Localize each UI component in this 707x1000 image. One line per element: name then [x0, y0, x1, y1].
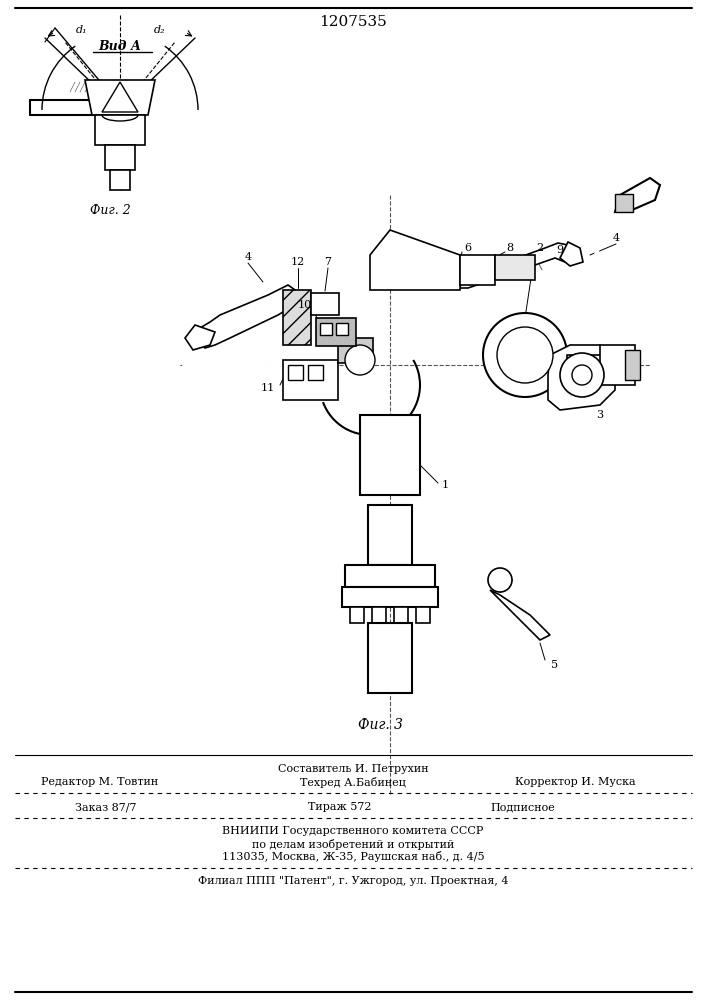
Bar	[308, 365, 323, 380]
Polygon shape	[370, 230, 460, 290]
Text: 1207535: 1207535	[319, 15, 387, 29]
Circle shape	[345, 345, 375, 375]
Text: Составитель И. Петрухин: Составитель И. Петрухин	[278, 764, 428, 774]
Bar	[336, 323, 348, 335]
Text: 6: 6	[464, 243, 472, 253]
Bar	[615, 194, 633, 212]
Polygon shape	[102, 82, 138, 112]
Bar	[372, 607, 386, 623]
Text: d₁: d₁	[76, 25, 88, 35]
Text: Корректор И. Муска: Корректор И. Муска	[515, 777, 636, 787]
Text: 11: 11	[261, 383, 275, 393]
Polygon shape	[490, 590, 550, 640]
Text: Филиал ППП "Патент", г. Ужгород, ул. Проектная, 4: Филиал ППП "Патент", г. Ужгород, ул. Про…	[198, 876, 508, 886]
Circle shape	[560, 353, 604, 397]
Polygon shape	[195, 285, 298, 348]
Text: 2: 2	[537, 243, 544, 253]
Text: Подписное: Подписное	[490, 802, 555, 812]
Circle shape	[488, 568, 512, 592]
Polygon shape	[185, 325, 215, 350]
Text: 9: 9	[556, 245, 563, 255]
Bar	[283, 360, 338, 400]
Text: Вид А: Вид А	[98, 40, 141, 53]
Text: 7: 7	[325, 257, 332, 267]
Text: 8: 8	[506, 243, 513, 253]
Circle shape	[572, 365, 592, 385]
Text: 10: 10	[298, 300, 312, 310]
Polygon shape	[548, 345, 615, 410]
Bar	[345, 565, 435, 587]
Bar	[105, 145, 135, 170]
Bar	[600, 345, 635, 385]
Bar	[460, 255, 495, 285]
Text: 4: 4	[612, 233, 619, 243]
Circle shape	[483, 313, 567, 397]
Polygon shape	[615, 178, 660, 212]
Bar	[311, 293, 339, 315]
Text: Тираж 572: Тираж 572	[308, 802, 372, 812]
Bar	[283, 290, 311, 345]
Bar	[316, 318, 356, 346]
Bar	[567, 355, 607, 375]
Bar	[360, 415, 420, 495]
Text: Редактор М. Товтин: Редактор М. Товтин	[42, 777, 158, 787]
Bar	[288, 365, 303, 380]
Bar	[495, 255, 535, 280]
Text: 113035, Москва, Ж-35, Раушская наб., д. 4/5: 113035, Москва, Ж-35, Раушская наб., д. …	[222, 852, 484, 862]
Bar	[95, 115, 145, 145]
Bar	[368, 505, 412, 565]
Polygon shape	[460, 243, 580, 288]
Text: Техред А.Бабинец: Техред А.Бабинец	[300, 776, 406, 788]
Text: 1: 1	[441, 480, 448, 490]
Circle shape	[497, 327, 553, 383]
Text: Фиг. 2: Фиг. 2	[90, 204, 130, 217]
Polygon shape	[85, 80, 155, 115]
Bar	[110, 170, 130, 190]
Text: Заказ 87/7: Заказ 87/7	[75, 802, 136, 812]
Text: d₂: d₂	[154, 25, 166, 35]
Bar	[368, 623, 412, 693]
Text: 4: 4	[245, 252, 252, 262]
Bar	[625, 350, 640, 380]
Text: ВНИИПИ Государственного комитета СССР: ВНИИПИ Государственного комитета СССР	[222, 826, 484, 836]
Text: 5: 5	[551, 660, 559, 670]
Bar	[416, 607, 430, 623]
Bar	[350, 607, 364, 623]
Text: 12: 12	[291, 257, 305, 267]
Bar	[338, 338, 373, 363]
Text: по делам изобретений и открытий: по делам изобретений и открытий	[252, 838, 454, 850]
Bar	[342, 587, 438, 607]
Polygon shape	[560, 242, 583, 266]
Text: 3: 3	[597, 410, 604, 420]
Bar	[394, 607, 408, 623]
Text: Фиг. 3: Фиг. 3	[358, 718, 402, 732]
Bar	[320, 323, 332, 335]
